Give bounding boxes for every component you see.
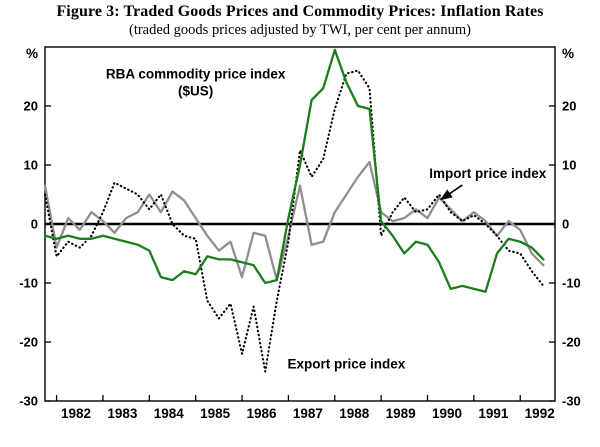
y-axis-unit-left: % — [26, 46, 38, 61]
x-axis-label: 1982 — [61, 406, 91, 421]
y-axis-label-left: -30 — [19, 394, 38, 409]
y-axis-label-left: -10 — [19, 276, 38, 291]
annotation-rba-label-line1: RBA commodity price index — [106, 66, 286, 81]
x-axis-label: 1992 — [525, 406, 555, 421]
y-axis-label-left: 0 — [31, 217, 38, 232]
figure-title: Figure 3: Traded Goods Prices and Commod… — [56, 3, 544, 20]
y-axis-label-right: 20 — [562, 99, 576, 114]
y-axis-label-left: 10 — [24, 158, 38, 173]
series-line-export-price-index — [43, 69, 545, 373]
annotation-export-label: Export price index — [287, 357, 405, 372]
import-arrow — [440, 184, 463, 201]
chart-svg: -30 -30 -20 -20 -10 -10 0 0 10 10 20 20% % 1982 1983 19… — [19, 46, 581, 421]
x-axis-label: 1984 — [154, 406, 185, 421]
y-axis-label-left: -20 — [19, 335, 38, 350]
y-axis-label-right: -20 — [562, 335, 581, 350]
x-axis-label: 1991 — [478, 406, 509, 421]
x-axis-label: 1988 — [339, 406, 370, 421]
figure-subtitle: (traded goods prices adjusted by TWI, pe… — [129, 22, 471, 38]
y-axis-label-right: 10 — [562, 158, 576, 173]
series-line-rba-commodity-price-index — [43, 48, 545, 293]
y-axis-label-right: 0 — [562, 217, 569, 232]
x-axis-label: 1989 — [386, 406, 416, 421]
y-axis-unit-right: % — [562, 46, 574, 61]
x-axis-label: 1983 — [107, 406, 138, 421]
y-axis-label-right: -10 — [562, 276, 581, 291]
x-axis-label: 1985 — [200, 406, 231, 421]
x-axis-label: 1987 — [293, 406, 323, 421]
x-axis-label: 1986 — [246, 406, 277, 421]
annotation-rba-label-line2: ($US) — [178, 83, 213, 98]
y-axis-label-right: -30 — [562, 394, 581, 409]
annotation-import-label: Import price index — [429, 166, 547, 181]
y-axis-label-left: 20 — [24, 99, 38, 114]
x-axis-label: 1990 — [432, 406, 462, 421]
